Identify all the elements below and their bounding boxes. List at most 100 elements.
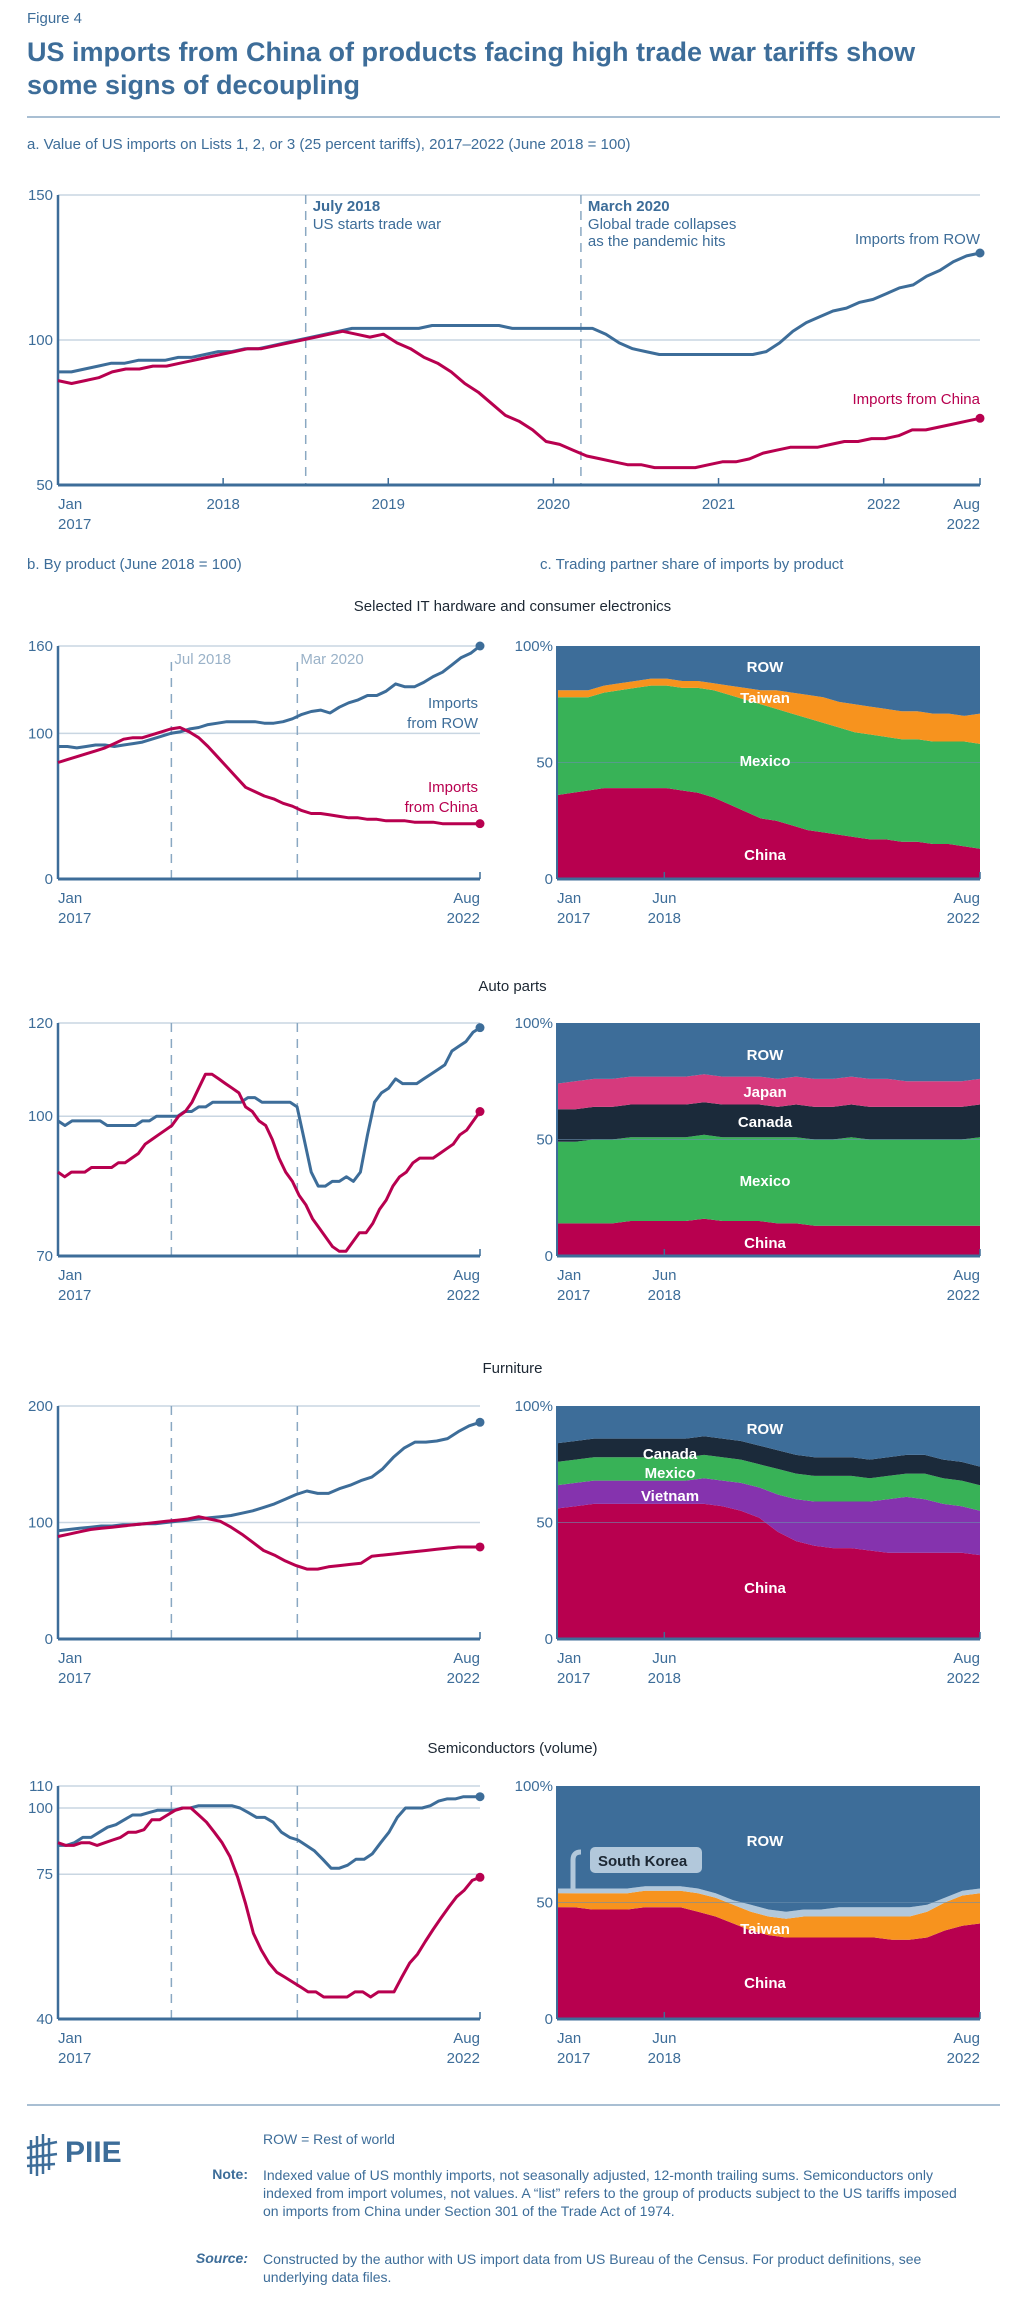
- x-tick-label: 2017: [557, 910, 590, 927]
- series-label: from ROW: [407, 715, 479, 732]
- series-line-imports-from-row: [58, 644, 481, 750]
- x-tick-label: 2017: [58, 1670, 91, 1687]
- y-tick-label: 0: [545, 871, 553, 888]
- x-tick-label: Jun: [652, 1650, 676, 1667]
- x-tick-label: 2017: [557, 2050, 590, 2067]
- x-tick-label: 2018: [648, 1670, 681, 1687]
- y-tick-label: 160: [28, 638, 53, 655]
- callout-box: [590, 1847, 702, 1873]
- area-label-japan: Japan: [743, 1084, 786, 1101]
- series-end-marker: [475, 819, 485, 829]
- note-text: Indexed value of US monthly imports, not…: [263, 2167, 957, 2219]
- x-tick-label: 2022: [447, 910, 480, 927]
- series-end-marker: [475, 1023, 485, 1033]
- x-tick-label: Aug: [953, 496, 980, 513]
- x-tick-label: Jan: [557, 890, 581, 907]
- x-tick-label: Jan: [58, 890, 82, 907]
- area-label-south-korea: South Korea: [598, 1853, 688, 1870]
- area-vietnam: [557, 1478, 980, 1556]
- x-tick-label: 2020: [537, 496, 570, 513]
- series-line-imports-from-row: [58, 251, 981, 374]
- y-tick-label: 100: [28, 725, 53, 742]
- area-label-canada: Canada: [643, 1446, 698, 1463]
- area-china: [557, 1907, 980, 2019]
- x-tick-label: 2022: [947, 1287, 980, 1304]
- x-tick-label: Aug: [453, 2030, 480, 2047]
- series-end-marker: [475, 1107, 485, 1117]
- x-tick-label: 2021: [702, 496, 735, 513]
- x-tick-label: 2018: [648, 2050, 681, 2067]
- y-tick-label: 200: [28, 1398, 53, 1415]
- x-tick-label: Jan: [58, 496, 82, 513]
- area-label-vietnam: Vietnam: [641, 1488, 699, 1505]
- area-label-china: China: [744, 1975, 786, 1992]
- y-tick-label: 110: [29, 1778, 53, 1795]
- area-taiwan: [557, 678, 980, 744]
- x-tick-label: Jun: [652, 2030, 676, 2047]
- series-end-marker: [475, 1542, 485, 1552]
- title-divider: [27, 116, 1000, 118]
- series-line-imports-from-china: [57, 1806, 481, 1999]
- y-tick-label: 50: [536, 1895, 553, 1912]
- series-end-marker: [475, 1417, 485, 1427]
- series-label: Imports from China: [852, 391, 980, 408]
- subchart-title-it: Selected IT hardware and consumer electr…: [353, 598, 672, 615]
- series-line-imports-from-china: [57, 1072, 482, 1253]
- y-tick-label: 150: [28, 187, 53, 204]
- x-tick-label: 2022: [947, 2050, 980, 2067]
- x-tick-label: 2022: [867, 496, 900, 513]
- area-label-taiwan: Taiwan: [740, 690, 790, 707]
- series-end-marker: [475, 641, 485, 651]
- area-label-china: China: [744, 1235, 786, 1252]
- row-definition: ROW = Rest of world: [263, 2131, 395, 2147]
- product-charts: 0 100 160 Jul 2018 Mar 2020 Jan 2017 Aug 2022 Imp…: [28, 638, 981, 2067]
- logo-text: PIIE: [65, 2136, 122, 2169]
- piie-logo: PIIE: [26, 2130, 137, 2180]
- y-tick-label: 40: [36, 2011, 53, 2028]
- y-tick-label: 0: [45, 871, 53, 888]
- area-label-canada: Canada: [738, 1114, 793, 1131]
- source-text: Constructed by the author with US import…: [263, 2251, 922, 2285]
- panel-b-heading: b. By product (June 2018 = 100): [27, 556, 242, 573]
- y-tick-label: 70: [36, 1248, 53, 1265]
- y-tick-label: 120: [28, 1015, 53, 1032]
- x-tick-label: Jan: [557, 1267, 581, 1284]
- series-line-imports-from-china: [57, 1515, 480, 1571]
- x-tick-label: 2022: [947, 516, 980, 533]
- series-line-imports-from-row: [57, 1026, 481, 1188]
- event-title: July 2018: [313, 198, 381, 215]
- x-tick-label: 2017: [58, 2050, 91, 2067]
- x-tick-label: Jan: [557, 2030, 581, 2047]
- x-tick-label: 2022: [947, 910, 980, 927]
- area-mexico: [557, 685, 980, 849]
- x-tick-label: 2022: [447, 1670, 480, 1687]
- piie-building-icon: [26, 2134, 58, 2176]
- area-label-row: ROW: [747, 659, 785, 676]
- x-tick-label: Aug: [953, 1650, 980, 1667]
- x-tick-label: Aug: [953, 2030, 980, 2047]
- series-end-marker: [975, 248, 985, 258]
- y-tick-label: 50: [536, 755, 553, 772]
- event-label: Mar 2020: [300, 651, 363, 668]
- callout-leader: [570, 1849, 582, 1893]
- event-label: Jul 2018: [174, 651, 231, 668]
- y-tick-label: 100: [28, 1800, 53, 1817]
- area-mexico: [557, 1454, 980, 1511]
- y-tick-label: 100%: [515, 638, 553, 655]
- series-label: from China: [405, 799, 479, 816]
- x-tick-label: 2018: [206, 496, 239, 513]
- area-row: [557, 646, 980, 716]
- x-tick-label: 2017: [58, 1287, 91, 1304]
- event-title: March 2020: [588, 198, 670, 215]
- area-row: [557, 1406, 980, 1467]
- x-tick-label: Aug: [453, 890, 480, 907]
- series-label: Imports: [428, 779, 478, 796]
- area-label-taiwan: Taiwan: [740, 1921, 790, 1938]
- y-tick-label: 100: [28, 1515, 53, 1532]
- area-mexico: [557, 1134, 980, 1226]
- x-tick-label: 2018: [648, 1287, 681, 1304]
- panel-c-heading: c. Trading partner share of imports by p…: [540, 556, 844, 573]
- x-tick-label: 2017: [557, 1670, 590, 1687]
- x-tick-label: 2022: [947, 1670, 980, 1687]
- x-tick-label: Jan: [557, 1650, 581, 1667]
